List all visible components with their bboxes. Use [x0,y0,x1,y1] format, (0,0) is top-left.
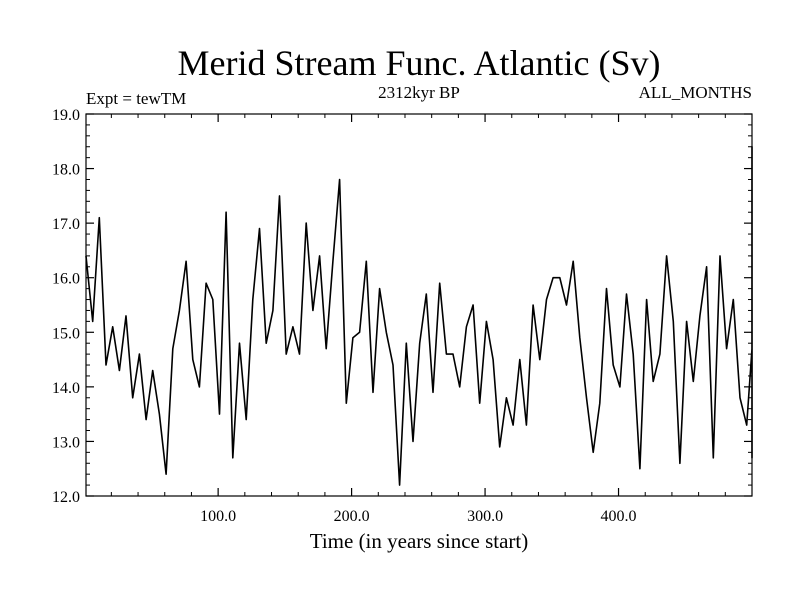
y-tick-label: 15.0 [52,325,80,342]
x-axis: 100.0 200.0 300.0 400.0 [110,114,726,525]
y-tick-label: 18.0 [52,162,80,179]
months-label: ALL_MONTHS [639,83,752,102]
chart-title: Merid Stream Func. Atlantic (Sv) [178,43,661,83]
x-tick-label: 300.0 [467,508,503,525]
plot-frame [85,113,753,497]
y-axis: 12.0 13.0 14.0 15.0 16.0 17.0 18.0 19.0 [52,107,752,506]
x-tick-label: 400.0 [601,508,637,525]
y-tick-label: 14.0 [52,380,80,397]
y-tick-label: 17.0 [52,216,80,233]
x-tick-label: 100.0 [200,508,236,525]
x-axis-label: Time (in years since start) [310,529,529,553]
y-tick-label: 12.0 [52,489,80,506]
y-tick-label: 19.0 [52,107,80,124]
y-tick-label: 16.0 [52,271,80,288]
y-tick-label: 13.0 [52,434,80,451]
x-tick-label: 200.0 [334,508,370,525]
chart-subtitle: 2312kyr BP [378,83,460,102]
experiment-label: Expt = tewTM [86,89,186,108]
